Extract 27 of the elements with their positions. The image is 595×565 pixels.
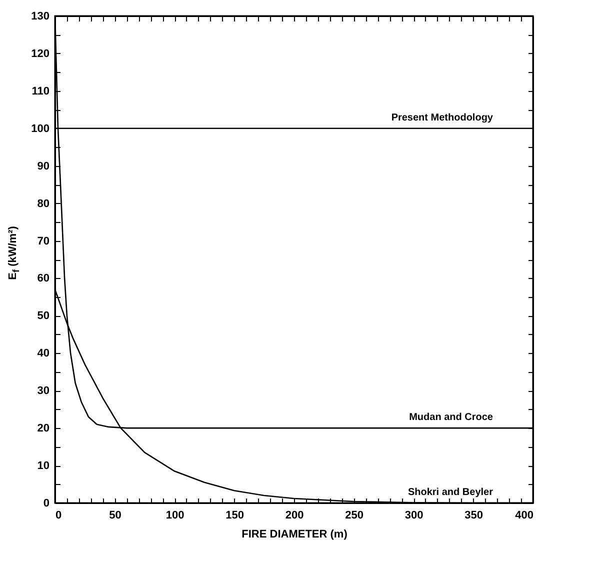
x-tick-label: 350 bbox=[464, 510, 483, 522]
x-tick-label: 400 bbox=[515, 510, 534, 522]
x-tick-label: 150 bbox=[226, 510, 244, 522]
y-tick-label: 70 bbox=[37, 235, 50, 248]
y-tick-label: 50 bbox=[37, 310, 50, 322]
x-tick-label: 50 bbox=[109, 510, 122, 522]
y-tick-label: 40 bbox=[37, 348, 50, 360]
y-tick-label: 80 bbox=[37, 198, 50, 210]
x-tick-label: 250 bbox=[345, 510, 364, 522]
y-tick-label: 120 bbox=[31, 48, 50, 60]
y-tick-label: 0 bbox=[43, 498, 50, 510]
x-tick-label: 300 bbox=[404, 510, 424, 522]
series-label: Present Methodology bbox=[391, 112, 494, 124]
y-tick-label: 130 bbox=[31, 10, 50, 22]
y-tick-label: 100 bbox=[31, 122, 50, 135]
x-axis-title: FIRE DIAMETER (m) bbox=[242, 528, 348, 540]
series-label: Shokri and Beyler bbox=[408, 487, 494, 498]
y-tick-label: 10 bbox=[37, 460, 50, 472]
y-tick-label: 20 bbox=[37, 422, 50, 435]
series-label: Mudan and Croce bbox=[409, 412, 494, 424]
x-tick-label: 100 bbox=[166, 510, 184, 522]
y-tick-label: 30 bbox=[37, 385, 50, 398]
x-tick-label: 0 bbox=[56, 510, 62, 522]
x-tick-label: 200 bbox=[285, 510, 304, 522]
y-tick-label: 110 bbox=[32, 85, 50, 98]
y-tick-label: 60 bbox=[37, 272, 50, 285]
y-tick-label: 90 bbox=[37, 160, 50, 172]
